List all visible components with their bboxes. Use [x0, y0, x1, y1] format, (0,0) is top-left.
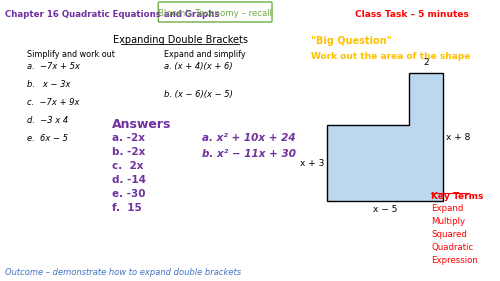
- Text: Chapter 16 Quadratic Equations and Graphs: Chapter 16 Quadratic Equations and Graph…: [4, 10, 219, 19]
- Text: f.  15: f. 15: [112, 203, 142, 213]
- Text: x + 3: x + 3: [300, 158, 324, 167]
- Text: Expand: Expand: [432, 204, 464, 213]
- Text: Class Task – 5 minutes: Class Task – 5 minutes: [356, 10, 469, 19]
- Text: d. -14: d. -14: [112, 175, 146, 185]
- Text: b. x² − 11x + 30: b. x² − 11x + 30: [202, 149, 296, 159]
- Text: b. (x − 6)(x − 5): b. (x − 6)(x − 5): [164, 90, 233, 99]
- Text: a. -2x: a. -2x: [112, 133, 145, 143]
- Text: a.  −7x + 5x: a. −7x + 5x: [26, 62, 80, 71]
- Text: Multiply: Multiply: [432, 217, 466, 226]
- Text: Key Terms: Key Terms: [432, 192, 484, 201]
- Text: Expanding Double Brackets: Expanding Double Brackets: [112, 35, 248, 45]
- Text: Bloom’s Taxonomy – recall: Bloom’s Taxonomy – recall: [158, 8, 272, 17]
- Text: d.  −3 x 4: d. −3 x 4: [26, 116, 68, 125]
- Text: Answers: Answers: [112, 118, 171, 131]
- Text: Expression: Expression: [432, 256, 478, 265]
- Text: b.   x − 3x: b. x − 3x: [26, 80, 70, 89]
- Text: x − 5: x − 5: [372, 205, 397, 214]
- Text: Outcome – demonstrate how to expand double brackets: Outcome – demonstrate how to expand doub…: [4, 268, 241, 277]
- Text: e.  6x − 5: e. 6x − 5: [26, 134, 68, 143]
- Polygon shape: [327, 73, 442, 201]
- Text: c.  −7x + 9x: c. −7x + 9x: [26, 98, 79, 107]
- Text: Expand and simplify: Expand and simplify: [164, 50, 246, 59]
- Text: Work out the area of the shape: Work out the area of the shape: [311, 52, 470, 61]
- Text: Simplify and work out: Simplify and work out: [26, 50, 115, 59]
- Text: "Big Question": "Big Question": [311, 36, 392, 46]
- Text: 2: 2: [423, 58, 429, 67]
- Text: a. (x + 4)(x + 6): a. (x + 4)(x + 6): [164, 62, 232, 71]
- Text: e. -30: e. -30: [112, 189, 146, 199]
- Text: Quadratic: Quadratic: [432, 243, 474, 252]
- FancyBboxPatch shape: [158, 2, 272, 22]
- Text: a. x² + 10x + 24: a. x² + 10x + 24: [202, 133, 296, 143]
- Text: b. -2x: b. -2x: [112, 147, 145, 157]
- Text: x + 8: x + 8: [446, 133, 471, 142]
- Text: c.  2x: c. 2x: [112, 161, 144, 171]
- Text: Squared: Squared: [432, 230, 467, 239]
